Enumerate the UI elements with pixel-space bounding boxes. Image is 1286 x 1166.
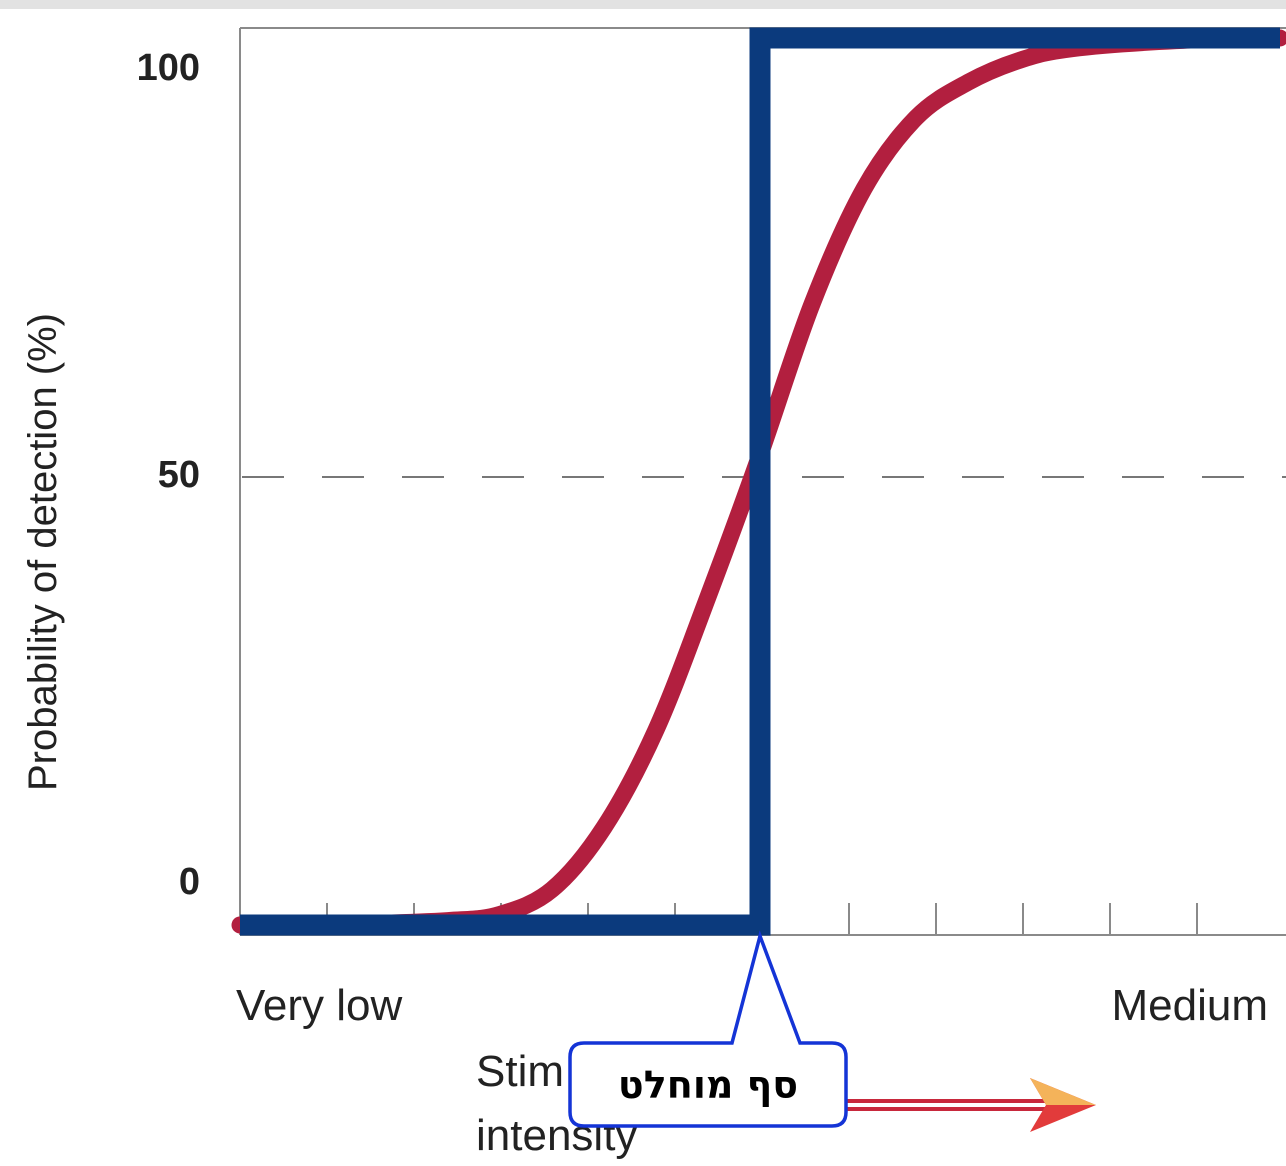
x-axis-title-line1: Stim [476,1047,564,1096]
y-tick-label-50: 50 [158,454,200,496]
step-series-line [240,27,1280,936]
y-tick-label-0: 0 [179,861,200,903]
y-axis-title: Probability of detection (%) [21,313,65,791]
callout-bubble [568,930,848,1128]
x-label-end: Medium [1112,981,1269,1030]
callout-label: סף מוחלט [618,1063,798,1107]
arrow-right-icon [842,1078,1096,1132]
top-band [0,0,1286,9]
y-tick-label-100: 100 [137,47,200,89]
absolute-threshold-callout: סף מוחלט [568,930,848,1128]
x-label-start: Very low [236,981,403,1030]
